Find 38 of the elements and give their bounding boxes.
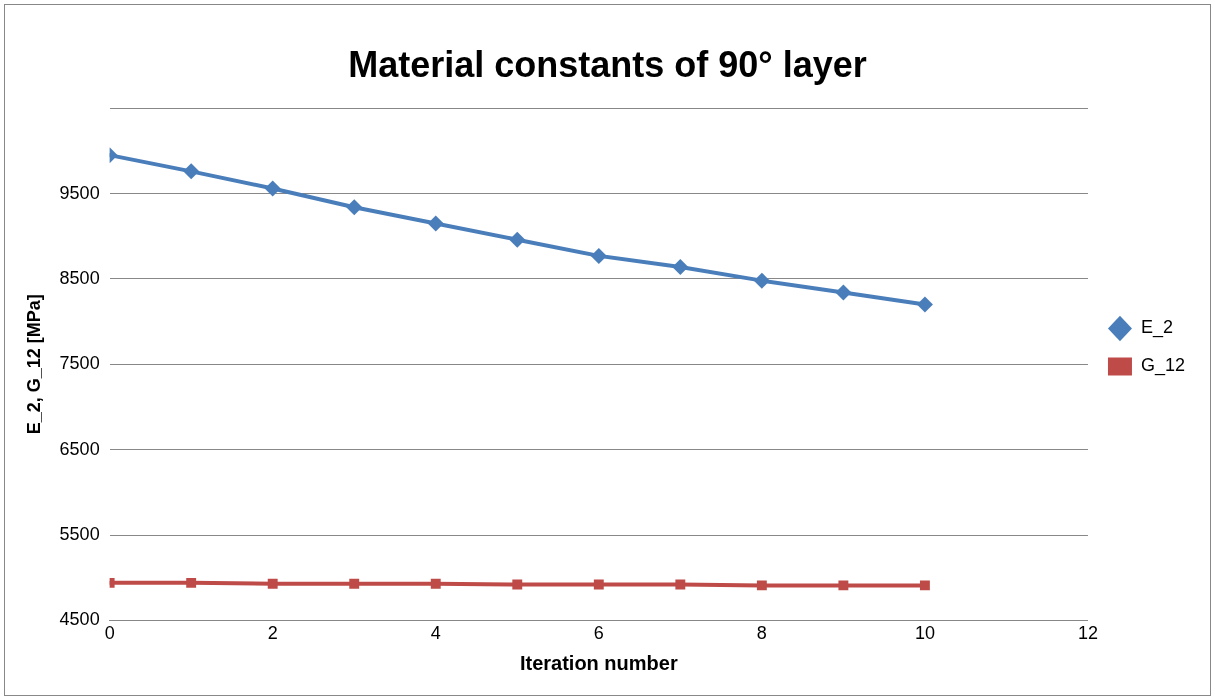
y-axis-title: E_2, G_12 [MPa]: [23, 294, 44, 435]
x-tick-label: 6: [593, 623, 604, 644]
point: [593, 579, 604, 590]
point: [430, 578, 441, 589]
x-tick-label: 4: [430, 623, 441, 644]
legend-label: G_12: [1140, 355, 1186, 377]
y-tick-label: 6500: [59, 438, 100, 459]
point: [346, 199, 363, 216]
point: [512, 579, 523, 590]
point: [838, 580, 849, 591]
y-tick-label: 4500: [59, 609, 100, 630]
point: [509, 231, 526, 248]
chart-title: Material constants of 90° layer: [348, 43, 867, 85]
point: [835, 284, 852, 301]
point: [756, 580, 767, 591]
point: [186, 577, 197, 588]
x-tick-label: 8: [756, 623, 767, 644]
legend-label: E_2: [1140, 317, 1173, 339]
point: [427, 215, 444, 232]
point: [590, 247, 607, 264]
x-tick-label: 2: [267, 623, 278, 644]
x-tick-label: 10: [914, 623, 935, 644]
x-tick-label: 0: [104, 623, 115, 644]
point: [267, 578, 278, 589]
x-tick-label: 12: [1077, 623, 1098, 644]
point: [753, 272, 770, 289]
point: [183, 163, 200, 180]
point: [919, 580, 930, 591]
y-tick-label: 5500: [59, 524, 100, 544]
x-axis-title: Iteration number: [519, 651, 678, 674]
point: [264, 180, 281, 197]
point: [349, 578, 360, 589]
point: [672, 258, 689, 275]
y-tick-label: 9500: [59, 182, 100, 203]
point: [916, 296, 933, 313]
y-tick-label: 8500: [59, 267, 100, 288]
point: [675, 579, 686, 590]
y-tick-label: 7500: [59, 353, 100, 374]
